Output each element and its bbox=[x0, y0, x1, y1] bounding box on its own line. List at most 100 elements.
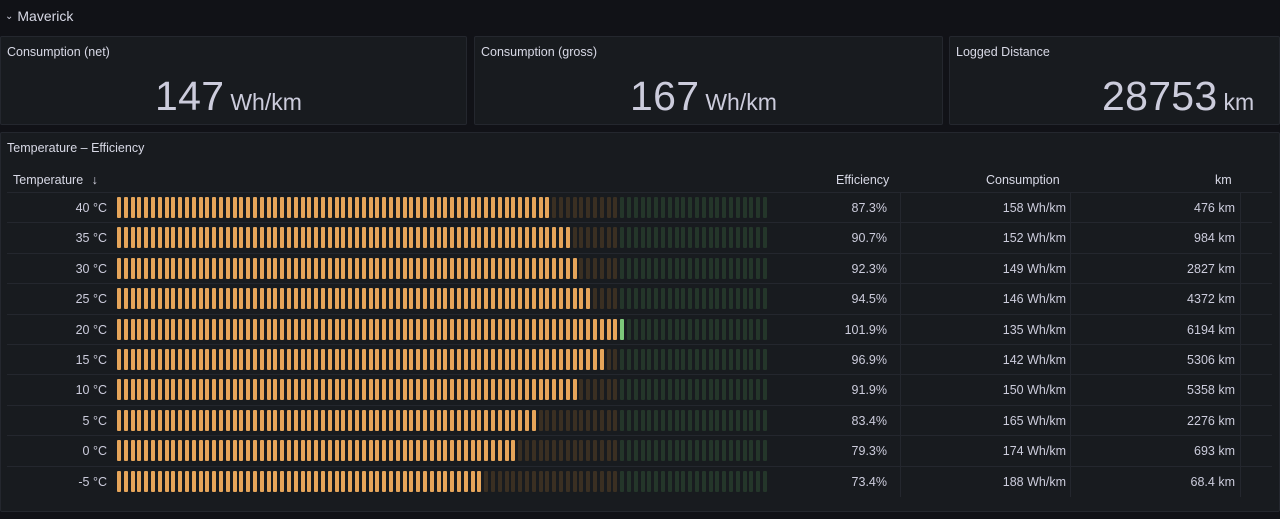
gauge-segment bbox=[246, 288, 251, 310]
gauge-segment bbox=[178, 440, 183, 462]
gauge-segment bbox=[137, 197, 142, 218]
gauge-segment bbox=[157, 318, 162, 340]
gauge-segment bbox=[368, 318, 373, 340]
column-header-km[interactable]: km bbox=[1215, 173, 1232, 187]
gauge-segment bbox=[695, 257, 699, 279]
gauge-segment bbox=[667, 257, 672, 279]
gauge-segment bbox=[409, 318, 414, 340]
gauge-segment bbox=[287, 409, 291, 431]
cell-efficiency: 83.4% bbox=[851, 413, 887, 428]
gauge-segment bbox=[198, 409, 203, 431]
gauge-segment bbox=[443, 288, 448, 310]
gauge-segment bbox=[504, 318, 509, 340]
gauge-segment bbox=[559, 227, 563, 249]
column-header-temperature[interactable]: Temperature ↓ bbox=[13, 173, 98, 187]
column-header-efficiency[interactable]: Efficiency bbox=[836, 173, 890, 187]
gauge-segment bbox=[633, 440, 638, 462]
gauge-segment bbox=[674, 349, 679, 370]
gauge-segment bbox=[647, 257, 652, 279]
gauge-segment bbox=[443, 440, 448, 462]
row-header-maverick[interactable]: ⌄ Maverick bbox=[0, 0, 1280, 32]
gauge-segment bbox=[525, 257, 529, 279]
gauge-segment bbox=[395, 409, 400, 431]
gauge-segment bbox=[382, 470, 387, 492]
gauge-segment bbox=[695, 379, 699, 401]
gauge-segment bbox=[729, 197, 733, 218]
gauge-segment bbox=[722, 349, 727, 370]
column-divider bbox=[1240, 193, 1241, 223]
cell-km: 2276 km bbox=[1187, 413, 1235, 428]
table-panel-temperature-efficiency[interactable]: Temperature – Efficiency Temperature ↓ E… bbox=[0, 132, 1280, 512]
gauge-segment bbox=[497, 288, 502, 310]
gauge-segment bbox=[491, 227, 495, 249]
gauge-segment bbox=[232, 318, 237, 340]
chevron-down-icon: ⌄ bbox=[5, 10, 14, 22]
gauge-segment bbox=[314, 440, 319, 462]
gauge-segment bbox=[395, 227, 400, 249]
gauge-segment bbox=[627, 288, 631, 310]
gauge-segment bbox=[273, 257, 278, 279]
gauge-segment bbox=[171, 318, 176, 340]
stat-panel-logged-distance[interactable]: Logged Distance 28753 km bbox=[949, 36, 1280, 125]
cell-efficiency: 96.9% bbox=[851, 353, 887, 367]
gauge-segment bbox=[661, 440, 665, 462]
gauge-segment bbox=[586, 409, 591, 431]
gauge-segment bbox=[599, 470, 604, 492]
gauge-segment bbox=[266, 349, 271, 370]
gauge-segment bbox=[144, 227, 149, 249]
gauge-segment bbox=[525, 379, 529, 401]
gauge-segment bbox=[123, 227, 128, 249]
gauge-segment bbox=[606, 440, 611, 462]
gauge-segment bbox=[117, 440, 121, 462]
column-divider bbox=[900, 314, 901, 345]
gauge-segment bbox=[191, 409, 196, 431]
gauge-segment bbox=[429, 440, 434, 462]
gauge-segment bbox=[273, 440, 278, 462]
gauge-segment bbox=[334, 257, 339, 279]
gauge-segment bbox=[525, 288, 529, 310]
gauge-segment bbox=[368, 440, 373, 462]
column-header-consumption[interactable]: Consumption bbox=[986, 173, 1060, 187]
gauge-segment bbox=[674, 288, 679, 310]
gauge-segment bbox=[327, 197, 332, 218]
gauge-segment bbox=[307, 197, 312, 218]
gauge-segment bbox=[565, 227, 570, 249]
panel-title: Logged Distance bbox=[956, 45, 1050, 59]
gauge-segment bbox=[735, 257, 740, 279]
gauge-segment bbox=[436, 257, 441, 279]
gauge-segment bbox=[559, 288, 563, 310]
cell-km: 6194 km bbox=[1187, 322, 1235, 337]
cell-consumption: 142 Wh/km bbox=[1002, 353, 1066, 367]
gauge-segment bbox=[191, 197, 196, 218]
gauge-segment bbox=[266, 379, 271, 401]
gauge-segment bbox=[477, 470, 482, 492]
stat-panel-consumption-gross[interactable]: Consumption (gross) 167 Wh/km bbox=[474, 36, 943, 125]
gauge-segment bbox=[273, 227, 278, 249]
gauge-segment bbox=[708, 318, 713, 340]
gauge-segment bbox=[280, 197, 285, 218]
gauge-segment bbox=[457, 227, 461, 249]
gauge-segment bbox=[627, 349, 631, 370]
gauge-segment bbox=[375, 470, 380, 492]
gauge-segment bbox=[361, 470, 366, 492]
gauge-segment bbox=[117, 470, 121, 492]
gauge-segment bbox=[463, 379, 468, 401]
gauge-segment bbox=[191, 318, 196, 340]
gauge-segment bbox=[273, 288, 278, 310]
gauge-segment bbox=[491, 470, 495, 492]
gauge-segment bbox=[157, 470, 162, 492]
gauge-segment bbox=[620, 409, 625, 431]
stat-panel-consumption-net[interactable]: Consumption (net) 147 Wh/km bbox=[0, 36, 467, 125]
gauge-segment bbox=[151, 288, 155, 310]
column-divider bbox=[1240, 314, 1241, 345]
gauge-segment bbox=[688, 470, 693, 492]
gauge-segment bbox=[239, 257, 244, 279]
gauge-segment bbox=[491, 288, 495, 310]
gauge-segment bbox=[259, 318, 264, 340]
gauge-segment bbox=[701, 257, 706, 279]
gauge-segment bbox=[572, 227, 577, 249]
gauge-segment bbox=[749, 349, 754, 370]
cell-consumption: 158 Wh/km bbox=[1002, 201, 1066, 215]
cell-km: 68.4 km bbox=[1190, 474, 1235, 489]
gauge-segment bbox=[293, 288, 298, 310]
